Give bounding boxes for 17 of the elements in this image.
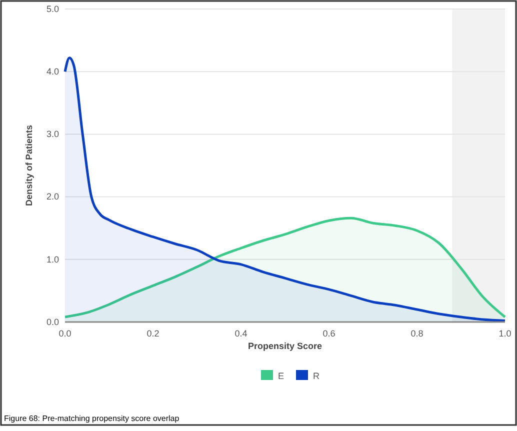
x-tick-label: 0.2	[146, 328, 160, 338]
y-tick-label: 2.0	[46, 192, 59, 202]
y-tick-label: 0.0	[46, 316, 59, 327]
legend-label: R	[313, 371, 320, 381]
y-tick-label: 1.0	[46, 254, 59, 264]
caption: Figure 68: Pre-matching propensity score overlap	[4, 414, 180, 423]
x-tick-label: 0.6	[322, 328, 336, 338]
legend-label: E	[278, 371, 284, 381]
y-tick-label: 5.0	[46, 4, 59, 14]
x-axis-title: Propensity Score	[248, 341, 322, 351]
y-tick-label: 3.0	[46, 129, 59, 140]
x-tick-label: 0.8	[410, 328, 424, 338]
x-tick-label: 0.0	[58, 328, 72, 338]
x-tick-label: 0.4	[234, 328, 248, 338]
x-tick-label: 1.0	[498, 328, 512, 338]
y-axis-title: Density of Patients	[24, 124, 34, 206]
y-tick-label: 4.0	[46, 66, 59, 76]
